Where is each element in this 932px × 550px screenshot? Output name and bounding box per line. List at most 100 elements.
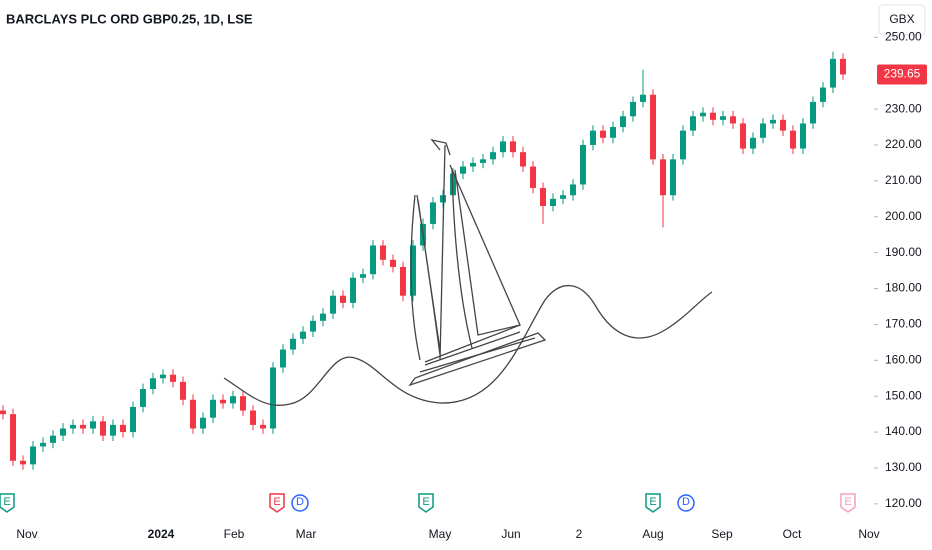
event-marker (645, 493, 661, 513)
x-tick-label: May (429, 527, 452, 541)
candle-body (730, 116, 736, 124)
candle-body (800, 123, 806, 149)
y-tick-label: 200.00 (885, 209, 922, 223)
y-tick-label: 180.00 (885, 281, 922, 295)
candle-body (330, 295, 336, 314)
candle-body (0, 410, 6, 415)
candle-body (810, 101, 816, 124)
y-tick-label: 140.00 (885, 424, 922, 438)
candle-body (790, 130, 796, 149)
candle-body (520, 152, 526, 167)
y-tick-label: 130.00 (885, 460, 922, 474)
chart-title: BARCLAYS PLC ORD GBP0.25, 1D, LSE (6, 11, 253, 26)
candle-body (440, 195, 446, 203)
event-marker (291, 494, 309, 512)
candle-body (500, 141, 506, 153)
candle-body (290, 338, 296, 350)
candle-body (410, 245, 416, 296)
candle-body (10, 414, 16, 461)
candle-body (650, 94, 656, 160)
y-tick-label: 150.00 (885, 388, 922, 402)
candle-body (700, 112, 706, 117)
candle-body (760, 123, 766, 138)
candle-body (430, 202, 436, 224)
candle-body (350, 277, 356, 303)
y-tick-label: 230.00 (885, 101, 922, 115)
candle-body (60, 428, 66, 436)
candle-body (150, 378, 156, 390)
candle-body (320, 313, 326, 321)
y-tick-label: 220.00 (885, 137, 922, 151)
candle-body (90, 421, 96, 429)
candle-body (280, 349, 286, 368)
candle-body (740, 123, 746, 149)
event-label: D (296, 496, 304, 508)
event-label: D (682, 496, 690, 508)
x-tick-label: Mar (296, 527, 317, 541)
candle-body (610, 127, 616, 138)
candle-body (180, 381, 186, 400)
candle-body (250, 410, 256, 425)
x-tick-label: Aug (642, 527, 663, 541)
candle-body (540, 188, 546, 206)
candle-body (110, 424, 116, 436)
event-marker (840, 493, 856, 513)
candle-body (130, 406, 136, 433)
x-tick-label: Jun (501, 527, 520, 541)
event-marker (0, 493, 15, 513)
candle-body (710, 112, 716, 120)
currency-box[interactable] (878, 4, 926, 36)
event-label: E (273, 496, 280, 508)
event-label: E (844, 496, 851, 508)
candle-body (460, 166, 466, 174)
candle-body (310, 320, 316, 332)
y-tick-label: 210.00 (885, 173, 922, 187)
x-tick-label: Oct (783, 527, 802, 541)
candle-body (200, 417, 206, 429)
event-marker (269, 493, 285, 513)
candle-body (720, 116, 726, 120)
last-price: 239.65 (884, 67, 921, 81)
y-tick-label: 250.00 (885, 29, 922, 43)
candle-body (370, 245, 376, 275)
candle-body (260, 424, 266, 429)
candle-body (340, 295, 346, 303)
candle-body (40, 442, 46, 447)
event-label: E (649, 496, 656, 508)
candle-body (660, 159, 666, 196)
candle-body (570, 184, 576, 196)
candle-body (20, 460, 26, 465)
candle-body (550, 198, 556, 206)
event-label: E (422, 496, 429, 508)
candle-body (770, 119, 776, 124)
currency[interactable]: GBX (889, 12, 914, 26)
candle-body (390, 259, 396, 267)
candle-body (580, 144, 586, 185)
x-tick-label: 2 (576, 527, 583, 541)
candle-body (30, 446, 36, 465)
event-marker (677, 494, 695, 512)
candle-body (400, 266, 406, 296)
last-price-box (877, 64, 927, 85)
x-tick-label: 2024 (148, 527, 175, 541)
event-label: E (3, 496, 10, 508)
candle-body (230, 396, 236, 404)
candle-body (560, 195, 566, 199)
candle-body (70, 424, 76, 429)
candle-body (820, 87, 826, 102)
candle-body (510, 141, 516, 153)
candle-body (640, 94, 646, 102)
candle-body (100, 421, 106, 436)
candle-body (590, 130, 596, 145)
candle-body (680, 130, 686, 160)
candle-body (480, 159, 486, 163)
candle-body (210, 399, 216, 418)
event-marker (418, 493, 434, 513)
candle-body (300, 331, 306, 339)
y-tick-label: 120.00 (885, 496, 922, 510)
y-tick-label: 160.00 (885, 352, 922, 366)
candle-body (380, 245, 386, 260)
candle-body (670, 159, 676, 196)
candle-body (750, 137, 756, 149)
